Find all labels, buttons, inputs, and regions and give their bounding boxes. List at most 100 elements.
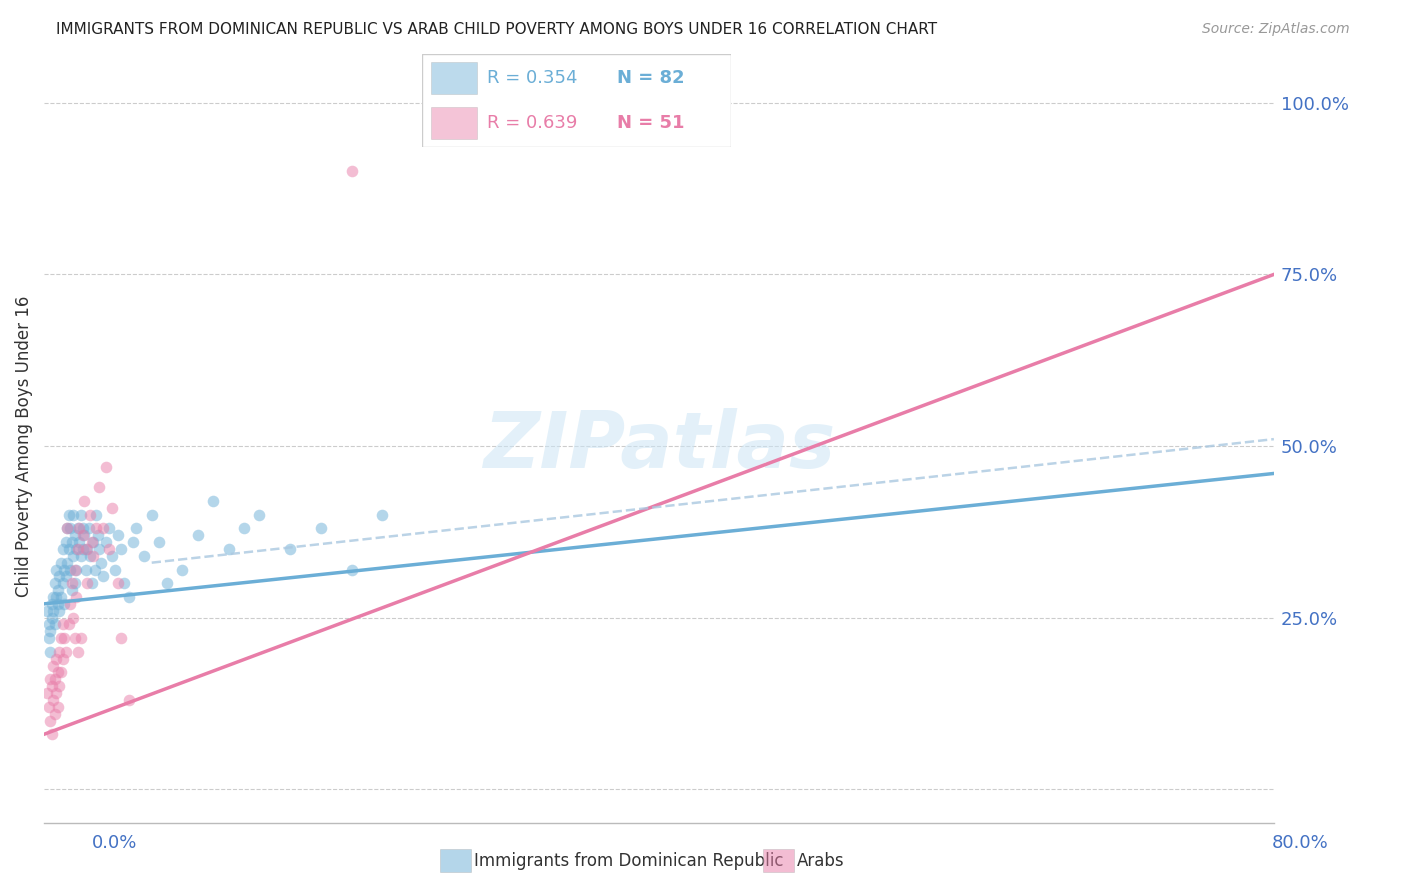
Point — [172, 562, 194, 576]
Point — [56, 556, 79, 570]
Point — [46, 699, 69, 714]
Point — [66, 521, 89, 535]
Point — [79, 508, 101, 522]
Point — [48, 604, 70, 618]
Point — [72, 541, 94, 556]
Point — [46, 583, 69, 598]
Point — [49, 556, 72, 570]
Text: IMMIGRANTS FROM DOMINICAN REPUBLIC VS ARAB CHILD POVERTY AMONG BOYS UNDER 16 COR: IMMIGRANTS FROM DOMINICAN REPUBLIC VS AR… — [56, 22, 938, 37]
Point — [49, 631, 72, 645]
Point — [107, 528, 129, 542]
Point — [82, 549, 104, 563]
Point — [38, 631, 60, 645]
Point — [132, 549, 155, 563]
Point — [371, 508, 394, 522]
Point — [63, 562, 86, 576]
Point — [72, 528, 94, 542]
Point — [97, 521, 120, 535]
Point — [39, 645, 62, 659]
Point — [51, 617, 73, 632]
Point — [65, 590, 87, 604]
Point — [41, 610, 63, 624]
Point — [63, 576, 86, 591]
Point — [37, 686, 59, 700]
Point — [53, 562, 76, 576]
Point — [340, 562, 363, 576]
Point — [218, 541, 240, 556]
Point — [90, 556, 112, 570]
Point — [59, 562, 82, 576]
Point — [86, 521, 108, 535]
Point — [37, 604, 59, 618]
Point — [94, 459, 117, 474]
Point — [87, 528, 110, 542]
Point — [104, 562, 127, 576]
Point — [202, 494, 225, 508]
Point — [41, 727, 63, 741]
Point — [233, 521, 256, 535]
Point — [247, 508, 270, 522]
Point — [58, 508, 80, 522]
Point — [86, 508, 108, 522]
Point — [75, 562, 97, 576]
Point — [42, 590, 65, 604]
Point — [122, 535, 145, 549]
Point — [70, 508, 93, 522]
Point — [66, 645, 89, 659]
Point — [55, 569, 77, 583]
Point — [45, 590, 67, 604]
Point — [91, 569, 114, 583]
Point — [49, 590, 72, 604]
Point — [110, 631, 132, 645]
Text: ZIPatlas: ZIPatlas — [482, 408, 835, 484]
Point — [340, 164, 363, 178]
Point — [76, 576, 98, 591]
Point — [76, 541, 98, 556]
Point — [65, 562, 87, 576]
Point — [148, 535, 170, 549]
Point — [45, 562, 67, 576]
Point — [38, 699, 60, 714]
Point — [48, 645, 70, 659]
Point — [60, 535, 83, 549]
FancyBboxPatch shape — [432, 107, 478, 139]
Point — [39, 714, 62, 728]
Point — [63, 528, 86, 542]
Point — [70, 549, 93, 563]
Point — [45, 652, 67, 666]
Point — [59, 521, 82, 535]
FancyBboxPatch shape — [432, 62, 478, 94]
Point — [53, 597, 76, 611]
Point — [125, 521, 148, 535]
Point — [44, 706, 66, 721]
Point — [66, 541, 89, 556]
Point — [69, 521, 91, 535]
Point — [309, 521, 332, 535]
Point — [65, 541, 87, 556]
Point — [89, 480, 111, 494]
Point — [107, 576, 129, 591]
FancyBboxPatch shape — [422, 54, 731, 147]
Point — [80, 535, 103, 549]
Point — [60, 576, 83, 591]
Point — [94, 535, 117, 549]
Text: R = 0.639: R = 0.639 — [486, 114, 576, 132]
Point — [53, 631, 76, 645]
Point — [278, 541, 301, 556]
Point — [55, 645, 77, 659]
Point — [51, 576, 73, 591]
Point — [46, 665, 69, 680]
Point — [79, 549, 101, 563]
Point — [55, 535, 77, 549]
Point — [56, 521, 79, 535]
Point — [112, 576, 135, 591]
Point — [62, 508, 84, 522]
Point — [62, 610, 84, 624]
Point — [110, 541, 132, 556]
Point — [80, 576, 103, 591]
Text: Source: ZipAtlas.com: Source: ZipAtlas.com — [1202, 22, 1350, 37]
Point — [187, 528, 209, 542]
Point — [38, 617, 60, 632]
Point — [39, 624, 62, 639]
Point — [82, 535, 104, 549]
